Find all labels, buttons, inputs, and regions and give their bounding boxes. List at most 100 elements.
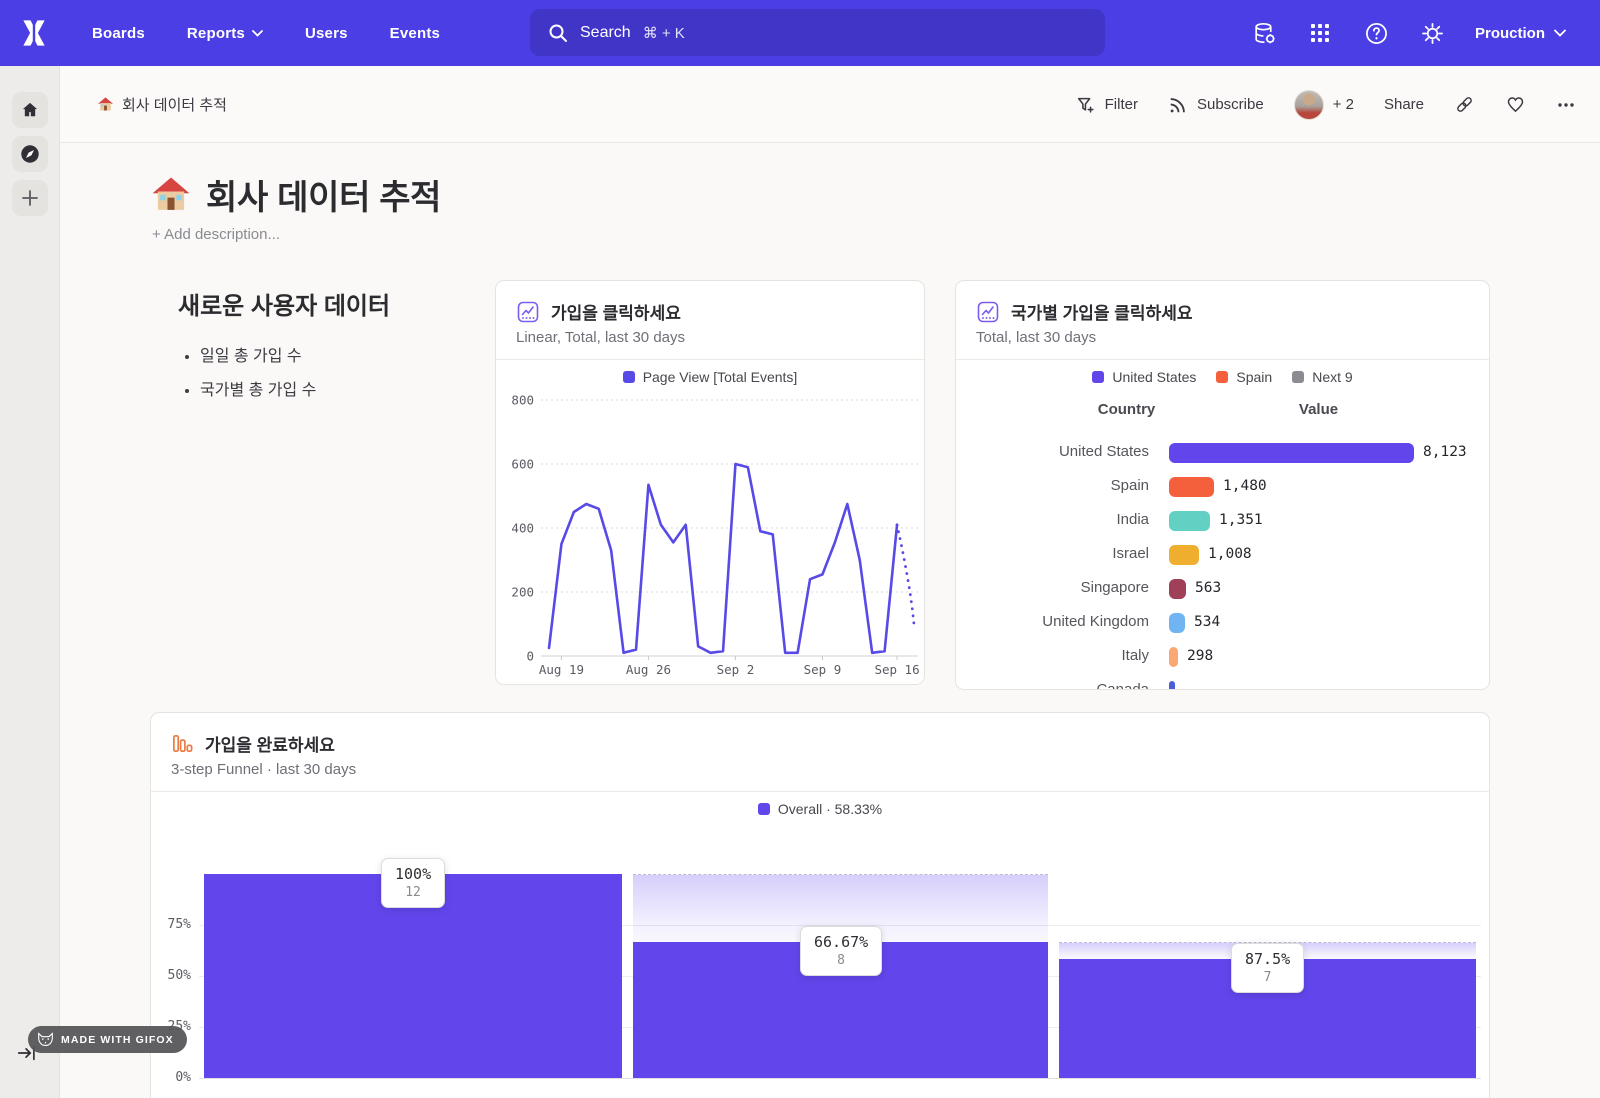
share-label: Share [1383,96,1424,113]
legend-item-next-9[interactable]: Next 9 [1292,369,1353,385]
country-row-partial[interactable]: Canada [956,674,1489,689]
funnel-count: 7 [1263,970,1272,985]
gifox-badge: MADE WITH GIFOX [28,1026,187,1053]
avatar [1293,89,1324,120]
country-value: 298 [1187,648,1214,664]
country-row[interactable]: Italy 298 [956,640,1489,674]
country-bar[interactable] [1169,545,1199,565]
x-axis-tick-label: Aug 19 [539,662,584,677]
legend-label: Spain [1236,369,1273,385]
y-axis-tick-label: 400 [511,521,534,536]
data-management-icon[interactable] [1251,20,1277,46]
y-axis-tick-label: 0 [526,649,534,664]
country-chart-card[interactable]: 국가별 가입을 클릭하세요 Total, last 30 days United… [955,280,1490,690]
country-row[interactable]: United Kingdom 534 [956,606,1489,640]
legend-item-page-view[interactable]: Page View [Total Events] [622,369,797,385]
chevron-down-icon [1554,29,1566,37]
funnel-bar-step-1[interactable] [204,874,622,1078]
line-chart-legend: Page View [Total Events] [496,369,924,385]
breadcrumb-label: 회사 데이터 추적 [122,97,227,114]
favorite-button[interactable] [1505,94,1526,115]
country-bar[interactable] [1169,443,1414,463]
country-value: 8,123 [1423,444,1467,460]
country-bar[interactable] [1169,681,1175,689]
country-row[interactable]: United States 8,123 [956,436,1489,470]
country-label: Italy [1121,647,1149,664]
plus-icon [22,190,38,206]
settings-gear-icon[interactable] [1419,20,1445,46]
copy-link-button[interactable] [1454,94,1475,115]
board-title[interactable]: 회사 데이터 추적 [150,170,441,219]
nav-item-events[interactable]: Events [389,24,441,42]
chevron-down-icon [252,29,263,37]
bullet-item: 일일 총 가입 수 [200,342,316,366]
board-actions: Filter Subscribe + 2 Share [1076,66,1576,143]
funnel-plot: 100% 12 66.67% 8 87.5% 7 75%50%25%0% [151,713,1489,1098]
incomplete-data-line [895,523,916,627]
more-menu-button[interactable] [1556,95,1576,115]
bullet-item: 국가별 총 가입 수 [200,376,316,400]
subscribe-button[interactable]: Subscribe [1168,95,1264,115]
country-row[interactable]: Singapore 563 [956,572,1489,606]
country-bar[interactable] [1169,613,1185,633]
line-chart-card[interactable]: 가입을 클릭하세요 Linear, Total, last 30 days Pa… [495,280,925,685]
country-bar[interactable] [1169,647,1178,667]
breadcrumb[interactable]: 회사 데이터 추적 [97,66,227,143]
funnel-chart-icon [173,734,193,753]
line-card-subtitle: Linear, Total, last 30 days [516,329,685,346]
y-axis-tick-label: 75% [167,917,191,932]
country-bar[interactable] [1169,579,1186,599]
board-title-text: 회사 데이터 추적 [206,179,442,217]
country-bar[interactable] [1169,477,1214,497]
gridline [199,925,1481,926]
country-label: Singapore [1080,579,1149,596]
gridline [199,1078,1481,1079]
legend-item-overall[interactable]: Overall · 58.33% [757,801,882,817]
sidebar-add-board-button[interactable] [12,180,48,216]
country-bar[interactable] [1169,511,1210,531]
funnel-chart-card[interactable]: 가입을 완료하세요 3-step Funnel · last 30 days O… [150,712,1490,1098]
heart-icon [1507,97,1524,113]
search-icon [549,24,567,42]
country-value: 563 [1195,580,1222,596]
country-row[interactable]: Spain 1,480 [956,470,1489,504]
country-label: Spain [1110,477,1149,494]
collaborators[interactable]: + 2 [1293,89,1354,120]
sidebar-home-button[interactable] [12,92,48,128]
funnel-percent: 87.5% [1245,950,1291,968]
left-sidebar [0,66,60,1098]
divider [496,359,924,360]
mixpanel-logo-icon[interactable] [18,17,50,49]
filter-icon [1077,97,1094,113]
nav-item-users[interactable]: Users [304,24,348,42]
apps-grid-icon[interactable] [1307,20,1333,46]
divider [956,359,1489,360]
legend-item-united-states[interactable]: United States [1092,369,1196,385]
nav-item-reports[interactable]: Reports [187,25,263,42]
help-icon[interactable] [1363,20,1389,46]
line-card-title: 가입을 클릭하세요 [551,304,681,323]
country-table-rows: United States 8,123 Spain 1,480 India 1,… [956,436,1489,689]
share-button[interactable]: Share [1384,96,1424,113]
filter-button[interactable]: Filter [1076,95,1138,115]
country-card-header: 국가별 가입을 클릭하세요 [976,299,1193,324]
country-label: United Kingdom [1042,613,1149,630]
country-row[interactable]: India 1,351 [956,504,1489,538]
sidebar-discover-button[interactable] [12,136,48,172]
line-chart-plot[interactable]: 0 200 400 600 800 Aug 19 Aug 26 Sep 2 Sep 9 Sep 1… [496,369,926,686]
nav-item-boards[interactable]: Boards [92,24,145,42]
add-description-button[interactable]: + Add description... [152,226,280,243]
country-row[interactable]: Israel 1,008 [956,538,1489,572]
column-header-country: Country [1097,401,1156,418]
search-input[interactable]: Search ⌘ + K [530,9,1105,56]
project-switcher[interactable]: Prouction [1475,25,1566,42]
data-line[interactable] [547,462,899,655]
collaborators-count: + 2 [1332,96,1354,113]
line-card-header: 가입을 클릭하세요 [516,299,681,324]
line-chart-icon [517,301,539,322]
text-card-bullets: 일일 총 가입 수 국가별 총 가입 수 [200,342,316,410]
subscribe-label: Subscribe [1196,96,1264,113]
legend-item-spain[interactable]: Spain [1216,369,1272,385]
column-header-value: Value [1298,401,1339,418]
y-axis-tick-label: 200 [511,585,534,600]
